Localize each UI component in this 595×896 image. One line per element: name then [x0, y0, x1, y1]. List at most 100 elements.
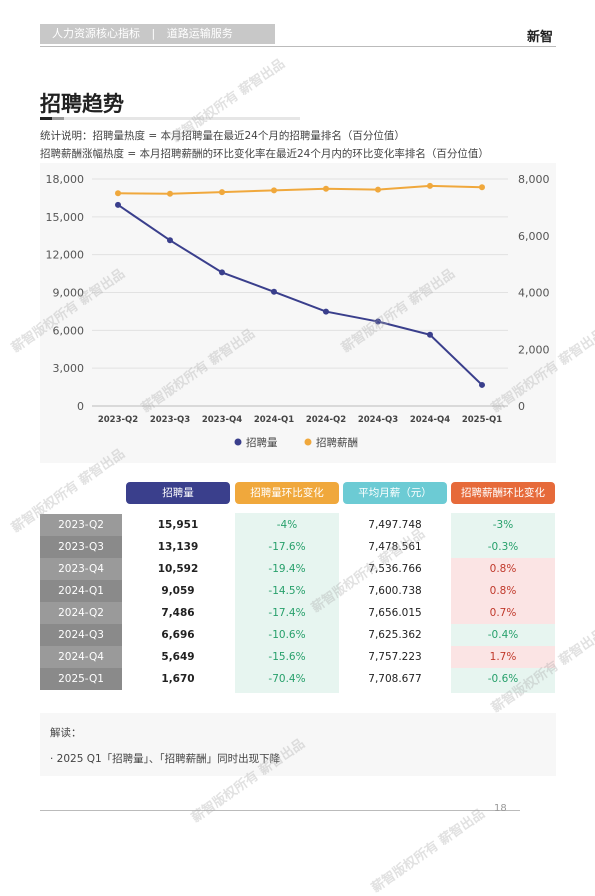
note-line-1: 统计说明：招聘量热度 = 本月招聘量在最近24个月的招聘量排名（百分位值） [40, 130, 405, 142]
salary-change-cell: 0.7% [451, 602, 555, 624]
salary-cell: 7,497.748 [368, 519, 422, 531]
data-point [479, 381, 485, 388]
volume-change-cell: -70.4% [268, 673, 306, 685]
y-left-tick-label: 18,000 [46, 173, 85, 186]
y-right-tick-label: 0 [518, 400, 525, 413]
data-point [219, 189, 225, 196]
data-point [271, 288, 277, 295]
volume-change-cell: -17.6% [268, 541, 306, 553]
volume-cell: 15,951 [157, 519, 199, 531]
x-tick-label: 2024-Q3 [358, 415, 398, 425]
volume-change-cell: -10.6% [268, 629, 306, 641]
brand-logo: 新智 [527, 30, 554, 45]
salary-change-cell: -0.6% [487, 673, 519, 685]
column-background [235, 513, 339, 693]
volume-change-cell: -15.6% [268, 651, 306, 663]
table-header-cell: 招聘量 [126, 482, 230, 504]
row-label: 2024-Q4 [40, 646, 122, 668]
salary-cell: 7,600.738 [368, 585, 422, 597]
x-tick-label: 2024-Q2 [306, 415, 346, 425]
volume-cell: 9,059 [161, 585, 195, 597]
y-right-tick-label: 6,000 [518, 230, 550, 243]
volume-cell: 6,696 [161, 629, 195, 641]
data-point [375, 186, 381, 193]
data-point [167, 237, 173, 244]
data-point [115, 190, 121, 197]
salary-cell: 7,656.015 [368, 607, 422, 619]
volume-change-cell: -17.4% [268, 607, 306, 619]
interpretation-text: · 2025 Q1「招聘量」、「招聘薪酬」同时出现下降 [50, 753, 281, 765]
page-number: 18 [494, 803, 507, 814]
salary-change-cell: 0.8% [451, 558, 555, 580]
legend-label: 招聘量 [246, 436, 278, 449]
salary-change-cell: 0.8% [451, 580, 555, 602]
series-line [117, 184, 483, 195]
header-divider [40, 46, 556, 47]
y-left-tick-label: 6,000 [53, 324, 85, 337]
salary-cell: 7,708.677 [368, 673, 422, 685]
header-section: 人力资源核心指标 [52, 27, 140, 40]
salary-cell: 7,625.362 [368, 629, 422, 641]
volume-cell: 5,649 [161, 651, 195, 663]
header-separator: | [151, 27, 156, 40]
row-label: 2024-Q1 [40, 580, 122, 602]
data-point [323, 185, 329, 192]
salary-change-cell: 1.7% [451, 646, 555, 668]
row-label: 2023-Q3 [40, 536, 122, 558]
page-title: 招聘趋势 [40, 92, 124, 116]
legend-marker [234, 438, 242, 446]
salary-cell: 7,536.766 [368, 563, 422, 575]
table-header-cell: 平均月薪（元） [343, 482, 447, 504]
table-header-cell: 招聘量环比变化 [235, 482, 339, 504]
row-label: 2024-Q2 [40, 602, 122, 624]
table-header-cell: 招聘薪酬环比变化 [451, 482, 555, 504]
interpretation-box: 解读： · 2025 Q1「招聘量」、「招聘薪酬」同时出现下降 [40, 713, 556, 776]
legend-marker [304, 438, 312, 446]
salary-change-cell: -3% [492, 519, 514, 531]
footer-divider [40, 810, 520, 811]
row-label: 2023-Q2 [40, 514, 122, 536]
x-tick-label: 2023-Q2 [98, 415, 138, 425]
data-point [167, 190, 173, 197]
header-bar: 人力资源核心指标 | 道路运输服务 [40, 24, 275, 44]
data-point [219, 269, 225, 276]
legend-label: 招聘薪酬 [316, 436, 358, 449]
note-line-2: 招聘薪酬涨幅热度 = 本月招聘薪酬的环比变化率在最近24个月内的环比变化率排名（… [40, 148, 489, 160]
x-tick-label: 2024-Q1 [254, 415, 294, 425]
interpretation-label: 解读： [50, 727, 82, 739]
volume-cell: 7,486 [161, 607, 195, 619]
y-left-tick-label: 3,000 [53, 362, 85, 375]
y-right-tick-label: 4,000 [518, 287, 550, 300]
x-tick-label: 2024-Q4 [410, 415, 450, 425]
y-left-tick-label: 15,000 [46, 211, 85, 224]
watermark-text: 薪智版权所有 薪智出品 [369, 806, 488, 896]
salary-change-cell: -0.4% [487, 629, 519, 641]
x-tick-label: 2025-Q1 [462, 415, 502, 425]
series-line [117, 204, 483, 386]
y-right-tick-label: 8,000 [518, 173, 550, 186]
row-label: 2025-Q1 [40, 668, 122, 690]
column-background [343, 513, 447, 693]
y-right-tick-label: 2,000 [518, 343, 550, 356]
data-point [427, 331, 433, 338]
volume-change-cell: -4% [276, 519, 298, 531]
title-underline [40, 117, 300, 120]
volume-cell: 13,139 [157, 541, 199, 553]
header-subsection: 道路运输服务 [166, 27, 233, 40]
volume-change-cell: -14.5% [268, 585, 306, 597]
x-tick-label: 2023-Q4 [202, 415, 242, 425]
column-background [126, 513, 230, 693]
x-tick-label: 2023-Q3 [150, 415, 190, 425]
data-point [375, 318, 381, 325]
y-left-tick-label: 0 [77, 400, 84, 413]
data-point [323, 308, 329, 315]
volume-change-cell: -19.4% [268, 563, 306, 575]
line-chart: 0 3,000 6,000 9,000 12,000 15,000 18,000 0 2,000… [46, 173, 550, 449]
data-point [427, 182, 433, 189]
salary-cell: 7,757.223 [368, 651, 422, 663]
data-point [479, 184, 485, 191]
salary-cell: 7,478.561 [368, 541, 422, 553]
data-point [115, 201, 121, 208]
volume-cell: 10,592 [157, 563, 199, 575]
y-left-tick-label: 12,000 [46, 249, 85, 262]
